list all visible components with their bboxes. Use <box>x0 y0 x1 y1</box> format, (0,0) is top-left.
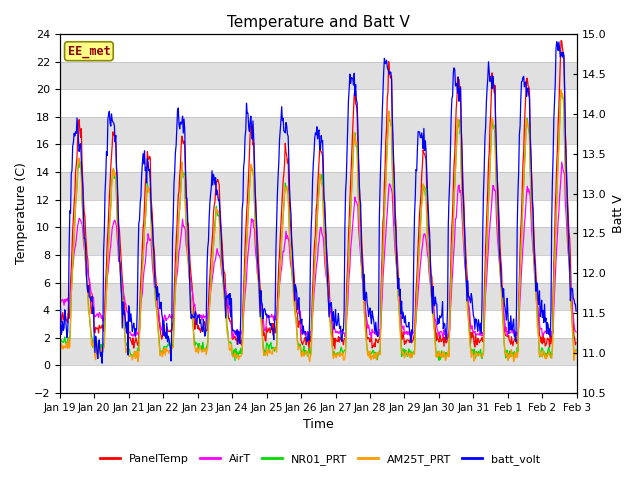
Bar <box>60 228 577 255</box>
Bar <box>60 172 577 200</box>
Legend: PanelTemp, AirT, NR01_PRT, AM25T_PRT, batt_volt: PanelTemp, AirT, NR01_PRT, AM25T_PRT, ba… <box>95 450 545 469</box>
Y-axis label: Temperature (C): Temperature (C) <box>15 163 28 264</box>
Bar <box>60 200 577 228</box>
Text: EE_met: EE_met <box>68 45 110 58</box>
Bar <box>60 61 577 89</box>
Bar <box>60 89 577 117</box>
Bar <box>60 255 577 283</box>
Y-axis label: Batt V: Batt V <box>612 194 625 233</box>
X-axis label: Time: Time <box>303 419 333 432</box>
Bar <box>60 283 577 310</box>
Title: Temperature and Batt V: Temperature and Batt V <box>227 15 410 30</box>
Bar <box>60 117 577 144</box>
Bar <box>60 34 577 61</box>
Bar <box>60 144 577 172</box>
Bar <box>60 338 577 365</box>
Bar <box>60 310 577 338</box>
Bar <box>60 365 577 393</box>
